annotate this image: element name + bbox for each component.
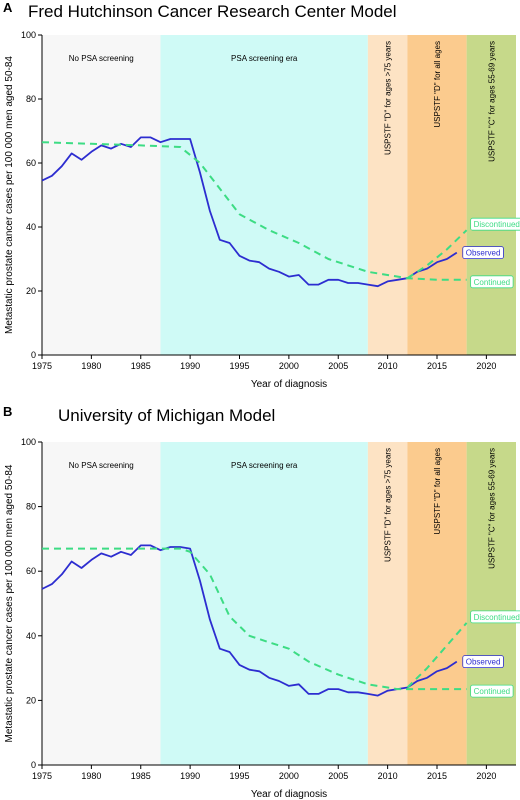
series-line-discontinued	[406, 229, 468, 280]
era-label-1: No PSA screening	[69, 54, 134, 63]
era-band-3	[367, 35, 408, 355]
y-axis-title: Metastatic prostate cancer cases per 100…	[4, 56, 15, 334]
x-tick-label: 2010	[378, 361, 398, 371]
y-tick-label: 40	[26, 222, 36, 232]
x-tick-label: 2000	[279, 771, 299, 781]
era-label-3: USPSTF "D" for ages >75 years	[384, 41, 393, 155]
chart-title: Fred Hutchinson Cancer Research Center M…	[28, 2, 397, 21]
legend-box-continued	[470, 275, 514, 289]
x-tick-label: 1980	[81, 771, 101, 781]
series-line-continued	[42, 547, 467, 691]
legend-box-discontinued	[470, 217, 520, 231]
era-label-4: USPSTF "D" for all ages	[433, 41, 442, 128]
era-label-2: PSA screening era	[231, 54, 298, 63]
panel-letter: A	[3, 0, 13, 15]
era-band-4	[407, 442, 467, 765]
era-label-5: USPSTF "C" for ages 55-69 years	[487, 448, 496, 569]
legend-label-continued: Continued	[474, 687, 510, 696]
era-label-5: USPSTF "C" for ages 55-69 years	[487, 41, 496, 162]
era-label-2: PSA screening era	[231, 461, 298, 470]
legend-label-discontinued: Discontinued	[474, 220, 520, 229]
chart-title: University of Michigan Model	[58, 406, 275, 425]
era-band-1	[42, 442, 161, 765]
era-label-4: USPSTF "D" for all ages	[433, 448, 442, 535]
x-axis-title: Year of diagnosis	[251, 379, 327, 390]
y-tick-label: 80	[26, 502, 36, 512]
legend-box-continued	[470, 684, 514, 698]
series-line-observed	[41, 136, 458, 288]
legend-box-observed	[462, 655, 504, 669]
panel-letter: B	[3, 404, 12, 419]
era-band-2	[160, 442, 368, 765]
x-tick-label: 1975	[32, 771, 52, 781]
era-label-3: USPSTF "D" for ages >75 years	[384, 448, 393, 562]
legend-label-observed: Observed	[466, 658, 501, 667]
y-tick-label: 100	[21, 30, 36, 40]
x-tick-label: 2015	[427, 771, 447, 781]
y-tick-label: 60	[26, 566, 36, 576]
series-line-discontinued	[406, 622, 468, 689]
x-tick-label: 1980	[81, 361, 101, 371]
legend-label-observed: Observed	[466, 249, 501, 258]
series-line-observed	[41, 544, 458, 697]
x-tick-label: 1995	[229, 361, 249, 371]
chart-panel-b: B University of Michigan Model No PSA scre…	[3, 404, 520, 800]
era-band-3	[367, 442, 408, 765]
legend-label-continued: Continued	[474, 278, 510, 287]
y-axis-title: Metastatic prostate cancer cases per 100…	[4, 464, 15, 742]
x-tick-label: 1975	[32, 361, 52, 371]
era-band-4	[407, 35, 467, 355]
era-band-2	[160, 35, 368, 355]
x-tick-label: 1995	[229, 771, 249, 781]
y-tick-label: 20	[26, 695, 36, 705]
era-label-1: No PSA screening	[69, 461, 134, 470]
x-axis-title: Year of diagnosis	[251, 789, 327, 800]
y-tick-label: 100	[21, 437, 36, 447]
y-tick-label: 60	[26, 158, 36, 168]
y-tick-label: 40	[26, 631, 36, 641]
y-tick-label: 20	[26, 286, 36, 296]
era-band-5	[466, 35, 516, 355]
era-band-5	[466, 442, 516, 765]
x-tick-label: 2005	[328, 771, 348, 781]
x-tick-label: 1990	[180, 361, 200, 371]
legend-box-observed	[462, 246, 504, 260]
x-tick-label: 2020	[476, 361, 496, 371]
x-tick-label: 1985	[131, 771, 151, 781]
x-tick-label: 2000	[279, 361, 299, 371]
series-line-continued	[41, 141, 467, 281]
y-tick-label: 80	[26, 94, 36, 104]
x-tick-label: 2010	[378, 771, 398, 781]
y-tick-label: 0	[31, 350, 36, 360]
y-tick-label: 0	[31, 760, 36, 770]
era-band-1	[42, 35, 161, 355]
x-tick-label: 2015	[427, 361, 447, 371]
chart-panel-a: A Fred Hutchinson Cancer Research Center …	[3, 0, 520, 390]
legend-box-discontinued	[470, 610, 520, 624]
x-tick-label: 2005	[328, 361, 348, 371]
x-tick-label: 2020	[476, 771, 496, 781]
x-tick-label: 1985	[131, 361, 151, 371]
x-tick-label: 1990	[180, 771, 200, 781]
legend-label-discontinued: Discontinued	[474, 613, 520, 622]
